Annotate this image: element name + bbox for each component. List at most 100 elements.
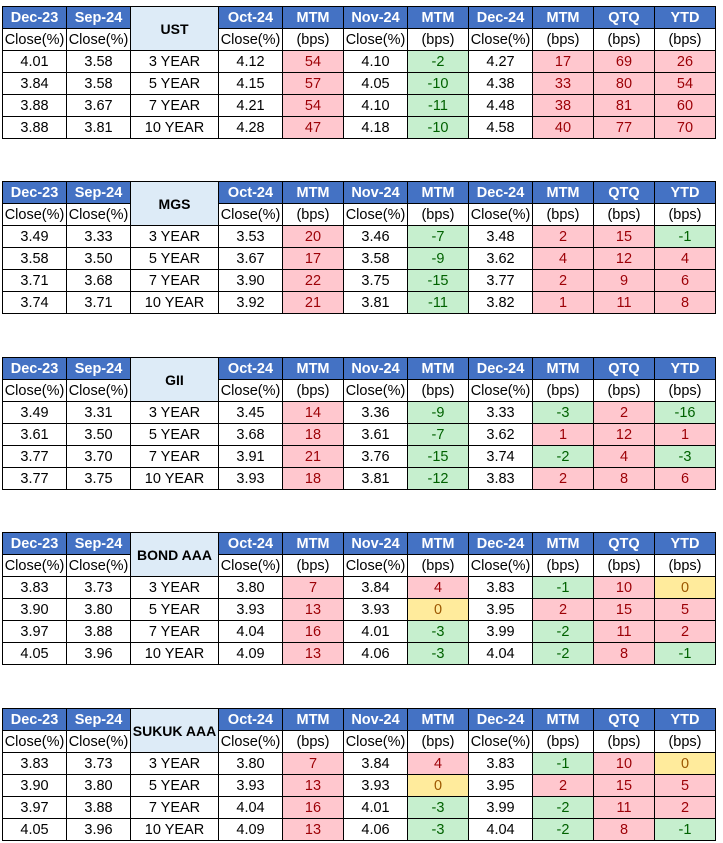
- header-row: Dec-23 Sep-24 UST Oct-24 MTM Nov-24 MTM Dec-24 M…: [2, 6, 716, 51]
- sep24-close: 3.58: [66, 72, 131, 95]
- ytd-cell: 5: [654, 598, 716, 621]
- header-cell: MTM: [282, 532, 344, 555]
- ytd-cell: 54: [654, 72, 716, 95]
- header-cell: Oct-24: [218, 181, 283, 204]
- ytd-cell: -1: [654, 225, 716, 248]
- oct24-cell: 3.93: [218, 598, 283, 621]
- nov24-cell: 3.93: [343, 598, 408, 621]
- dec23-close: 3.77: [2, 445, 67, 468]
- dec23-close: 3.90: [2, 774, 67, 797]
- oct24-cell: 4.09: [218, 642, 283, 665]
- nov24-cell: 4.18: [343, 116, 408, 139]
- mtm1-cell: 20: [282, 225, 344, 248]
- sep24-close: 3.73: [66, 752, 131, 775]
- dec23-close: 3.84: [2, 72, 67, 95]
- dec24-cell: 3.99: [468, 796, 533, 819]
- table-row: 3.88 3.81 10 YEAR 4.28 47 4.18 -10 4.58 40 77 70: [2, 116, 716, 139]
- mtm1-cell: 13: [282, 774, 344, 797]
- oct24-cell: 3.80: [218, 752, 283, 775]
- subheader-cell: (bps): [654, 203, 716, 226]
- nov24-cell: 3.76: [343, 445, 408, 468]
- oct24-cell: 3.68: [218, 423, 283, 446]
- oct24-cell: 3.67: [218, 247, 283, 270]
- header-cell: QTQ: [593, 708, 655, 731]
- header-cell: MTM: [407, 708, 469, 731]
- subheader-cell: (bps): [654, 730, 716, 753]
- subheader-cell: Close(%): [343, 379, 408, 402]
- qtq-cell: 15: [593, 598, 655, 621]
- header-cell: MTM: [407, 532, 469, 555]
- subheader-cell: (bps): [407, 379, 469, 402]
- header-cell: Nov-24: [343, 6, 408, 29]
- qtq-cell: 8: [593, 467, 655, 490]
- tenor-label: 7 YEAR: [130, 94, 219, 117]
- sep24-close: 3.33: [66, 225, 131, 248]
- header-cell: YTD: [654, 357, 716, 380]
- mtm2-cell: -10: [407, 72, 469, 95]
- ytd-cell: 8: [654, 291, 716, 314]
- sep24-close: 3.96: [66, 818, 131, 841]
- subheader-cell: (bps): [654, 554, 716, 577]
- header-cell: MTM: [282, 6, 344, 29]
- ytd-cell: 4: [654, 247, 716, 270]
- table-row: 3.84 3.58 5 YEAR 4.15 57 4.05 -10 4.38 33 80 54: [2, 72, 716, 95]
- qtq-cell: 12: [593, 247, 655, 270]
- mtm3-cell: 2: [532, 225, 594, 248]
- oct24-cell: 4.04: [218, 796, 283, 819]
- tenor-label: 3 YEAR: [130, 752, 219, 775]
- mtm1-cell: 47: [282, 116, 344, 139]
- mtm2-cell: -3: [407, 818, 469, 841]
- oct24-cell: 4.28: [218, 116, 283, 139]
- mtm3-cell: -3: [532, 401, 594, 424]
- yield-table-grid: Dec-23 Sep-24 BOND AAA Oct-24 MTM Nov-24 MTM De…: [2, 532, 716, 665]
- mtm2-cell: 4: [407, 576, 469, 599]
- mtm2-cell: -7: [407, 225, 469, 248]
- table-row: 3.61 3.50 5 YEAR 3.68 18 3.61 -7 3.62 1 12 1: [2, 423, 716, 446]
- nov24-cell: 4.06: [343, 642, 408, 665]
- header-cell: Oct-24: [218, 357, 283, 380]
- dec24-cell: 3.77: [468, 269, 533, 292]
- dec24-cell: 3.62: [468, 247, 533, 270]
- ytd-cell: 0: [654, 576, 716, 599]
- subheader-cell: Close(%): [343, 203, 408, 226]
- mtm3-cell: 2: [532, 598, 594, 621]
- mtm2-cell: -11: [407, 291, 469, 314]
- header-cell: YTD: [654, 6, 716, 29]
- tenor-label: 5 YEAR: [130, 774, 219, 797]
- header-cell: YTD: [654, 181, 716, 204]
- mtm3-cell: 1: [532, 291, 594, 314]
- dec24-cell: 3.99: [468, 620, 533, 643]
- tenor-label: 3 YEAR: [130, 225, 219, 248]
- header-cell: Sep-24: [66, 357, 131, 380]
- dec24-cell: 3.48: [468, 225, 533, 248]
- mtm1-cell: 14: [282, 401, 344, 424]
- subheader-cell: Close(%): [468, 730, 533, 753]
- mtm3-cell: 1: [532, 423, 594, 446]
- dec23-close: 3.49: [2, 225, 67, 248]
- header-cell: MTM: [532, 532, 594, 555]
- sep24-close: 3.68: [66, 269, 131, 292]
- mtm3-cell: -2: [532, 445, 594, 468]
- yield-table: Dec-23 Sep-24 BOND AAA Oct-24 MTM Nov-24 MTM De…: [2, 532, 716, 665]
- mtm3-cell: 33: [532, 72, 594, 95]
- oct24-cell: 4.12: [218, 50, 283, 73]
- mtm1-cell: 16: [282, 620, 344, 643]
- qtq-cell: 4: [593, 445, 655, 468]
- subheader-cell: Close(%): [343, 730, 408, 753]
- nov24-cell: 3.36: [343, 401, 408, 424]
- subheader-cell: Close(%): [2, 554, 67, 577]
- ytd-cell: 26: [654, 50, 716, 73]
- subheader-cell: Close(%): [2, 730, 67, 753]
- header-cell: Dec-24: [468, 532, 533, 555]
- subheader-cell: Close(%): [2, 28, 67, 51]
- mtm2-cell: 4: [407, 752, 469, 775]
- mtm3-cell: -1: [532, 752, 594, 775]
- dec23-close: 3.71: [2, 269, 67, 292]
- table-row: 3.49 3.33 3 YEAR 3.53 20 3.46 -7 3.48 2 15 -1: [2, 225, 716, 248]
- yield-table: Dec-23 Sep-24 UST Oct-24 MTM Nov-24 MTM Dec-24 M…: [2, 6, 716, 139]
- sep24-close: 3.58: [66, 50, 131, 73]
- mtm3-cell: 17: [532, 50, 594, 73]
- dec24-cell: 3.83: [468, 752, 533, 775]
- dec23-close: 3.97: [2, 796, 67, 819]
- tenor-label: 3 YEAR: [130, 576, 219, 599]
